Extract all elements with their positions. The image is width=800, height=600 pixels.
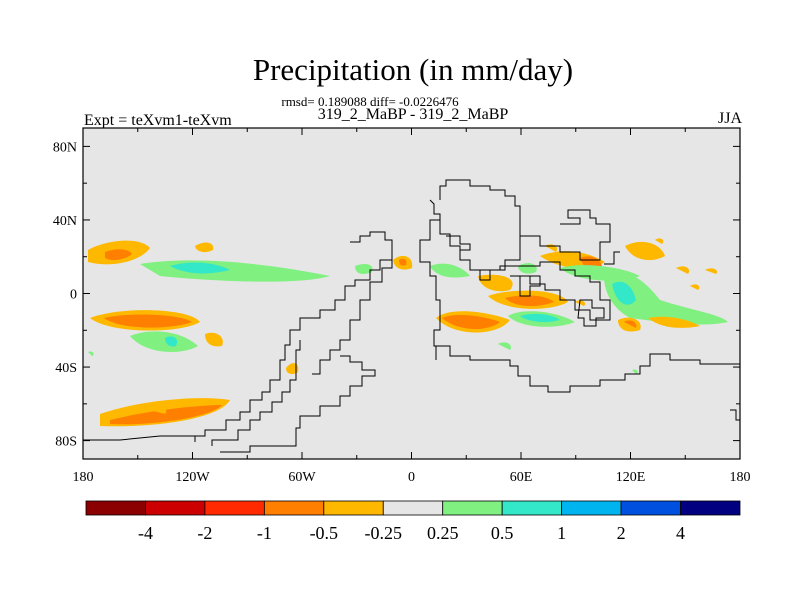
experiment-label: Expt = teXvm1-teXvm: [84, 112, 232, 129]
coastline-greenland: [446, 235, 471, 251]
anomaly-blob: [130, 331, 198, 352]
coastline-europe: [429, 199, 441, 220]
y-tick-label: 80S: [55, 435, 77, 450]
colorbar-swatch: [561, 500, 622, 516]
anomaly-blob: [88, 351, 94, 356]
anomaly-blob: [676, 266, 690, 274]
colorbar-swatch: [680, 500, 741, 516]
axis-ticks: 180 120W 60W 0 60E 120E 180 80N 40N 0 40S 80S: [53, 128, 751, 485]
stats-text: rmsd= 0.189088 diff= -0.0226476: [281, 94, 459, 109]
coastline-peninsula: [211, 340, 301, 446]
colorbar-label: -4: [138, 523, 153, 543]
chart-subtitle: 319_2_MaBP - 319_2_MaBP: [317, 106, 509, 123]
anomaly-blob: [205, 332, 223, 347]
anomaly-blob: [430, 263, 470, 278]
anomaly-contours: [88, 238, 728, 427]
x-tick-label: 60E: [510, 470, 533, 485]
colorbar-swatch: [204, 500, 265, 516]
anomaly-blob: [110, 405, 222, 425]
anomaly-blob: [442, 315, 500, 330]
anomaly-blob: [520, 313, 560, 323]
x-tick-label: 60W: [288, 470, 316, 485]
coastline-siberia: [520, 209, 611, 261]
coastline-antarctica: [83, 435, 195, 441]
y-tick-label: 0: [70, 288, 77, 303]
anomaly-blob: [478, 274, 513, 292]
chart-title: Precipitation (in mm/day): [252, 52, 574, 87]
y-tick-label: 40N: [53, 214, 77, 229]
x-tick-label: 180: [730, 470, 751, 485]
anomaly-blob: [705, 268, 718, 274]
colorbar-label: 1: [557, 523, 566, 543]
x-tick-label: 0: [408, 470, 415, 485]
coastline-south-america: [194, 231, 393, 442]
anomaly-blob: [399, 258, 407, 266]
colorbar-label: 0.5: [491, 523, 514, 543]
colorbar-swatch: [382, 500, 444, 516]
anomaly-blob: [625, 241, 665, 261]
anomaly-blob: [632, 369, 638, 374]
anomaly-blob: [690, 284, 700, 290]
colorbar-swatch: [620, 500, 681, 516]
colorbar-swatch: [323, 500, 384, 516]
anomaly-blob: [170, 262, 230, 274]
coastline-asia: [480, 261, 611, 321]
anomaly-blob: [648, 316, 700, 328]
colorbar-label: -0.25: [365, 523, 403, 543]
anomaly-blob: [604, 271, 728, 325]
anomaly-blob: [165, 336, 178, 347]
coastline-africa: [419, 179, 740, 393]
colorbar-swatch: [85, 500, 146, 516]
colorbar-label: -2: [197, 523, 212, 543]
coastline-nz: [730, 409, 740, 421]
anomaly-blob: [286, 363, 299, 375]
coastline-island-maritime: [577, 299, 605, 327]
y-tick-label: 80N: [53, 140, 77, 155]
colorbar-swatch: [263, 500, 325, 516]
coastline-peninsula-east: [220, 355, 376, 453]
y-tick-label: 40S: [55, 361, 77, 376]
coastline-island-japan: [604, 251, 620, 265]
anomaly-blob: [195, 242, 214, 253]
colorbar-swatch: [442, 500, 503, 516]
colorbar-label: 0.25: [427, 523, 459, 543]
coastline-south-america-east: [312, 260, 393, 375]
x-tick-label: 180: [73, 470, 94, 485]
anomaly-blob: [624, 320, 637, 328]
anomaly-blob: [105, 249, 132, 261]
season-label: JJA: [717, 110, 742, 127]
anomaly-blob: [355, 264, 373, 274]
x-tick-label: 120W: [175, 470, 210, 485]
colorbar-label: -1: [257, 523, 272, 543]
anomaly-blob: [612, 281, 636, 305]
coastline-india: [519, 275, 541, 297]
coastlines: [83, 179, 740, 453]
colorbar-label: 2: [617, 523, 626, 543]
anomaly-blob: [104, 314, 192, 328]
colorbar-swatch: [501, 500, 563, 516]
anomaly-blob: [150, 407, 167, 414]
anomaly-blob: [498, 342, 511, 350]
colorbar-label: -0.5: [310, 523, 339, 543]
x-tick-label: 120E: [616, 470, 646, 485]
colorbar-label: 4: [676, 523, 685, 543]
colorbar: -4 -2 -1 -0.5 -0.25 0.25 0.5 1 2 4: [85, 500, 741, 543]
anomaly-blob: [655, 238, 664, 244]
anomaly-blob: [505, 295, 554, 307]
colorbar-swatch: [145, 500, 206, 516]
